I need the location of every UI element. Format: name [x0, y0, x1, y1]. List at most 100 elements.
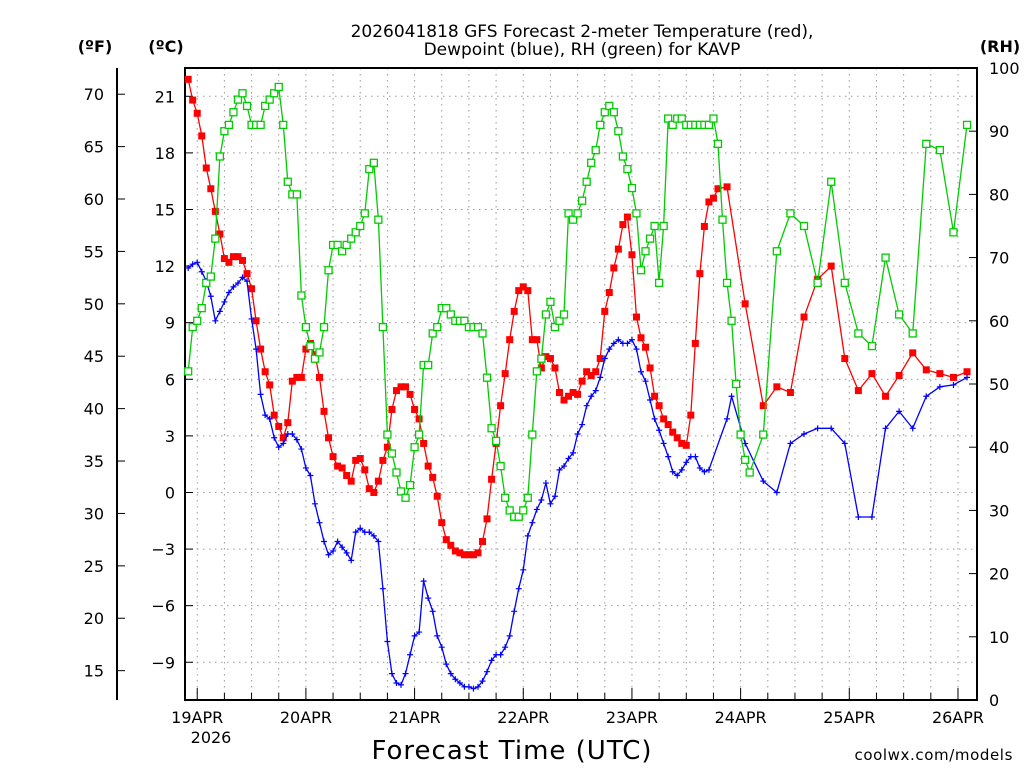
rh-point: [582, 177, 591, 186]
dewpoint-point: [275, 444, 282, 451]
dewpoint-point: [271, 434, 278, 441]
dewpoint-point: [212, 317, 219, 324]
dewpoint-point: [452, 676, 459, 683]
rh-point: [292, 190, 301, 199]
temperature-point: [202, 164, 210, 172]
dewpoint-point: [339, 544, 346, 551]
rh-point: [727, 316, 736, 325]
fahrenheit-tick-label: 45: [84, 347, 104, 366]
dewpoint-point: [289, 430, 296, 437]
temperature-point: [320, 407, 328, 415]
dewpoint-point: [696, 464, 703, 471]
rh-point: [301, 322, 311, 332]
rh-point: [962, 120, 972, 130]
temperature-point: [569, 388, 577, 396]
rh-point: [473, 322, 483, 332]
rh-axis-label: (RH): [980, 37, 1020, 56]
rh-point: [623, 164, 632, 174]
rh-point: [614, 127, 623, 136]
dewpoint-point: [529, 519, 536, 526]
rh-point: [550, 322, 560, 332]
temperature-point: [949, 373, 957, 381]
rh-point: [587, 158, 596, 167]
temperature-point: [714, 185, 722, 193]
rh-point: [641, 247, 650, 256]
temperature-point: [347, 477, 355, 485]
dewpoint-point: [348, 557, 355, 564]
dewpoint-point: [624, 340, 631, 347]
temperature-point: [374, 477, 382, 485]
temperature-point: [619, 221, 627, 229]
rh-point: [596, 120, 605, 130]
rh-point: [654, 278, 664, 288]
dewpoint-point: [416, 629, 423, 636]
dewpoint-point: [538, 497, 545, 504]
celsius-tick-label: 18: [155, 144, 175, 163]
rh-point: [627, 183, 637, 193]
rh-point: [867, 341, 877, 351]
dewpoint-point: [321, 538, 328, 545]
rh-point: [347, 234, 356, 243]
temperature-point: [356, 455, 364, 463]
series-line: [187, 79, 968, 556]
series-temperature: [184, 75, 971, 559]
dewpoint-point: [583, 402, 590, 409]
dewpoint-point: [855, 514, 862, 521]
temperature-point: [460, 551, 468, 559]
dewpoint-point: [950, 381, 957, 388]
temperature-point: [578, 377, 586, 385]
dewpoint-point: [420, 578, 427, 585]
rh-point: [356, 221, 365, 231]
rh-point: [229, 108, 238, 117]
dewpoint-point: [388, 670, 395, 677]
rh-point: [383, 430, 392, 439]
fahrenheit-tick-label: 55: [84, 242, 104, 261]
rh-point: [315, 348, 324, 357]
rh-point: [786, 209, 795, 218]
rh-point: [306, 341, 315, 351]
dewpoint-point: [384, 638, 391, 645]
temperature-point: [248, 285, 256, 293]
fahrenheit-tick-label: 40: [84, 400, 104, 419]
celsius-tick-label: 3: [165, 427, 175, 446]
rh-point: [894, 310, 904, 319]
temperature-point: [297, 373, 305, 381]
rh-point: [827, 177, 836, 186]
dewpoint-point: [379, 585, 386, 592]
dewpoint-point: [574, 430, 581, 437]
dewpoint-point: [801, 430, 808, 437]
dewpoint-point: [407, 651, 414, 658]
dewpoint-point: [841, 440, 848, 447]
temperature-point: [239, 256, 247, 264]
rh-tick-label: 0: [989, 691, 999, 710]
rh-point: [605, 101, 614, 111]
rh-point: [741, 455, 750, 464]
temperature-point: [415, 415, 423, 423]
rh-point: [505, 506, 514, 515]
dewpoint-point: [343, 549, 350, 556]
rh-point: [568, 215, 578, 224]
rh-point: [401, 493, 410, 502]
rh-point: [609, 108, 618, 117]
rh-point: [256, 120, 265, 130]
rh-point: [310, 354, 320, 363]
dewpoint-point: [868, 514, 875, 521]
rh-point: [365, 164, 374, 174]
temperature-point: [922, 366, 930, 374]
celsius-tick-label: 12: [155, 257, 175, 276]
dewpoint-point: [669, 468, 676, 475]
dewpoint-point: [352, 529, 359, 536]
temperature-point: [266, 381, 274, 389]
data-series: [184, 75, 972, 692]
temperature-point: [637, 334, 645, 342]
dewpoint-point: [787, 440, 794, 447]
temperature-point: [411, 405, 419, 413]
temperature-point: [524, 287, 532, 295]
temperature-point: [596, 355, 604, 363]
temperature-point: [392, 387, 400, 395]
dewpoint-point: [447, 670, 454, 677]
celsius-axis-label: (ºC): [148, 37, 183, 56]
rh-point: [650, 221, 659, 231]
x-tick-label: 19APR: [171, 708, 223, 727]
